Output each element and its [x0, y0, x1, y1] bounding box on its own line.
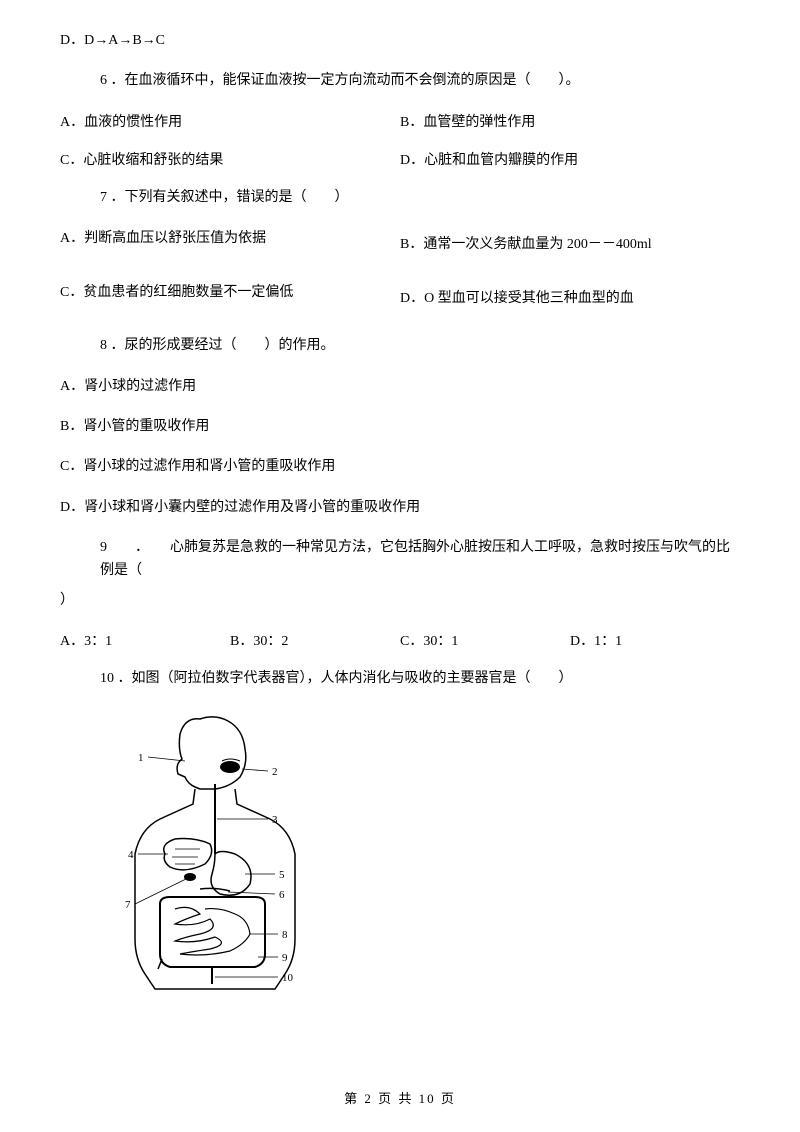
q9-option-c: C．30：1: [400, 630, 570, 650]
q7-option-c: C．贫血患者的红细胞数量不一定偏低: [60, 281, 400, 307]
q9-option-a: A．3：1: [60, 630, 230, 650]
question-9: 9 ． 心肺复苏是急救的一种常见方法，它包括胸外心脏按压和人工呼吸，急救时按压与…: [100, 537, 740, 582]
q6-option-b: B．血管壁的弹性作用: [400, 111, 740, 131]
diagram-label-6: 6: [279, 889, 285, 901]
diagram-label-2: 2: [272, 766, 278, 778]
question-6: 6 ．在血液循环中，能保证血液按一定方向流动而不会倒流的原因是（ ）。: [100, 70, 740, 92]
q6-option-a: A．血液的惯性作用: [60, 111, 400, 131]
diagram-label-3: 3: [272, 814, 278, 826]
diagram-label-9: 9: [282, 952, 288, 964]
diagram-label-8: 8: [282, 929, 288, 941]
q9-option-b: B．30：2: [230, 630, 400, 650]
q9-option-d: D．1：1: [570, 630, 740, 650]
diagram-label-10: 10: [282, 972, 294, 984]
q7-options-row1: A．判断高血压以舒张压值为依据 B．通常一次义务献血量为 200－－400ml: [60, 227, 740, 253]
option-d-prev: D．D→A→B→C: [60, 30, 740, 52]
q9-options: A．3：1 B．30：2 C．30：1 D．1：1: [60, 630, 740, 650]
question-9-end: ）: [60, 590, 740, 612]
digestive-system-diagram: 1 2 3 4 5 6 7 8 9 10: [100, 709, 740, 1004]
diagram-label-4: 4: [128, 849, 134, 861]
question-8: 8 ．尿的形成要经过（ ）的作用。: [100, 335, 740, 357]
q6-option-c: C．心脏收缩和舒张的结果: [60, 149, 400, 169]
q7-option-a: A．判断高血压以舒张压值为依据: [60, 227, 400, 253]
q6-options-row2: C．心脏收缩和舒张的结果 D．心脏和血管内瓣膜的作用: [60, 149, 740, 169]
page-footer: 第 2 页 共 10 页: [0, 1088, 800, 1107]
diagram-label-5: 5: [279, 869, 285, 881]
q6-option-d: D．心脏和血管内瓣膜的作用: [400, 149, 740, 169]
q8-option-b: B．肾小管的重吸收作用: [60, 416, 740, 438]
q8-option-a: A．肾小球的过滤作用: [60, 376, 740, 398]
q8-option-c: C．肾小球的过滤作用和肾小管的重吸收作用: [60, 456, 740, 478]
q8-option-d: D．肾小球和肾小囊内壁的过滤作用及肾小管的重吸收作用: [60, 497, 740, 519]
question-7: 7 ．下列有关叙述中，错误的是（ ）: [100, 187, 740, 209]
q7-options-row2: C．贫血患者的红细胞数量不一定偏低 D．O 型血可以接受其他三种血型的血: [60, 281, 740, 307]
question-10: 10 ．如图（阿拉伯数字代表器官），人体内消化与吸收的主要器官是（ ）: [100, 668, 740, 690]
q6-options-row1: A．血液的惯性作用 B．血管壁的弹性作用: [60, 111, 740, 131]
q7-option-d: D．O 型血可以接受其他三种血型的血: [400, 281, 740, 307]
q7-option-b: B．通常一次义务献血量为 200－－400ml: [400, 227, 740, 253]
diagram-label-7: 7: [125, 899, 131, 911]
diagram-label-1: 1: [138, 752, 144, 764]
